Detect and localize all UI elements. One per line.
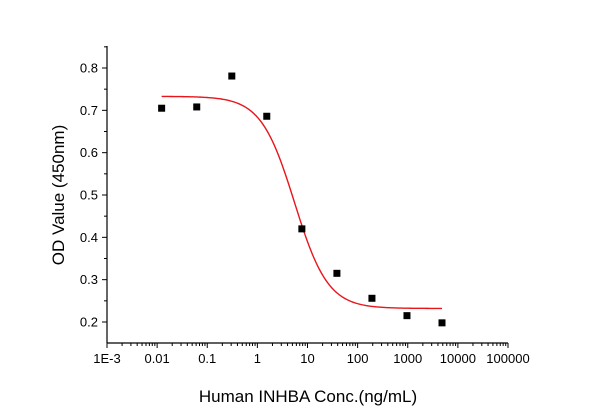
x-tick-label: 100000 — [486, 351, 529, 366]
data-point — [333, 269, 341, 277]
y-tick-label: 0.7 — [80, 103, 98, 118]
data-point — [193, 103, 201, 111]
x-tick-label: 0.1 — [198, 351, 216, 366]
data-points — [158, 72, 446, 327]
data-point — [438, 319, 446, 327]
x-tick-label: 1 — [254, 351, 261, 366]
y-axis-title: OD Value (450nm) — [49, 125, 68, 265]
y-tick-label: 0.4 — [80, 230, 98, 245]
x-ticks: 1E-3 0.01 0.1 1 10 100 1000 10000 100000 — [93, 343, 530, 366]
data-point — [158, 104, 166, 112]
x-tick-label: 10000 — [440, 351, 476, 366]
data-point — [263, 112, 271, 120]
data-point — [298, 225, 306, 233]
data-point — [228, 72, 236, 80]
x-axis-title: Human INHBA Conc.(ng/mL) — [199, 387, 417, 406]
y-tick-label: 0.5 — [80, 188, 98, 203]
x-tick-label: 1000 — [393, 351, 422, 366]
x-tick-label: 0.01 — [144, 351, 169, 366]
data-point — [368, 294, 376, 302]
axes — [106, 46, 508, 344]
data-point — [403, 312, 411, 320]
x-tick-label: 1E-3 — [93, 351, 120, 366]
y-ticks: 0.2 0.3 0.4 0.5 0.6 0.7 0.8 — [80, 46, 107, 330]
y-tick-label: 0.6 — [80, 145, 98, 160]
y-tick-label: 0.2 — [80, 315, 98, 330]
y-tick-label: 0.3 — [80, 272, 98, 287]
y-tick-label: 0.8 — [80, 61, 98, 76]
x-tick-label: 10 — [300, 351, 314, 366]
x-tick-label: 100 — [347, 351, 369, 366]
fit-curve — [161, 95, 442, 310]
